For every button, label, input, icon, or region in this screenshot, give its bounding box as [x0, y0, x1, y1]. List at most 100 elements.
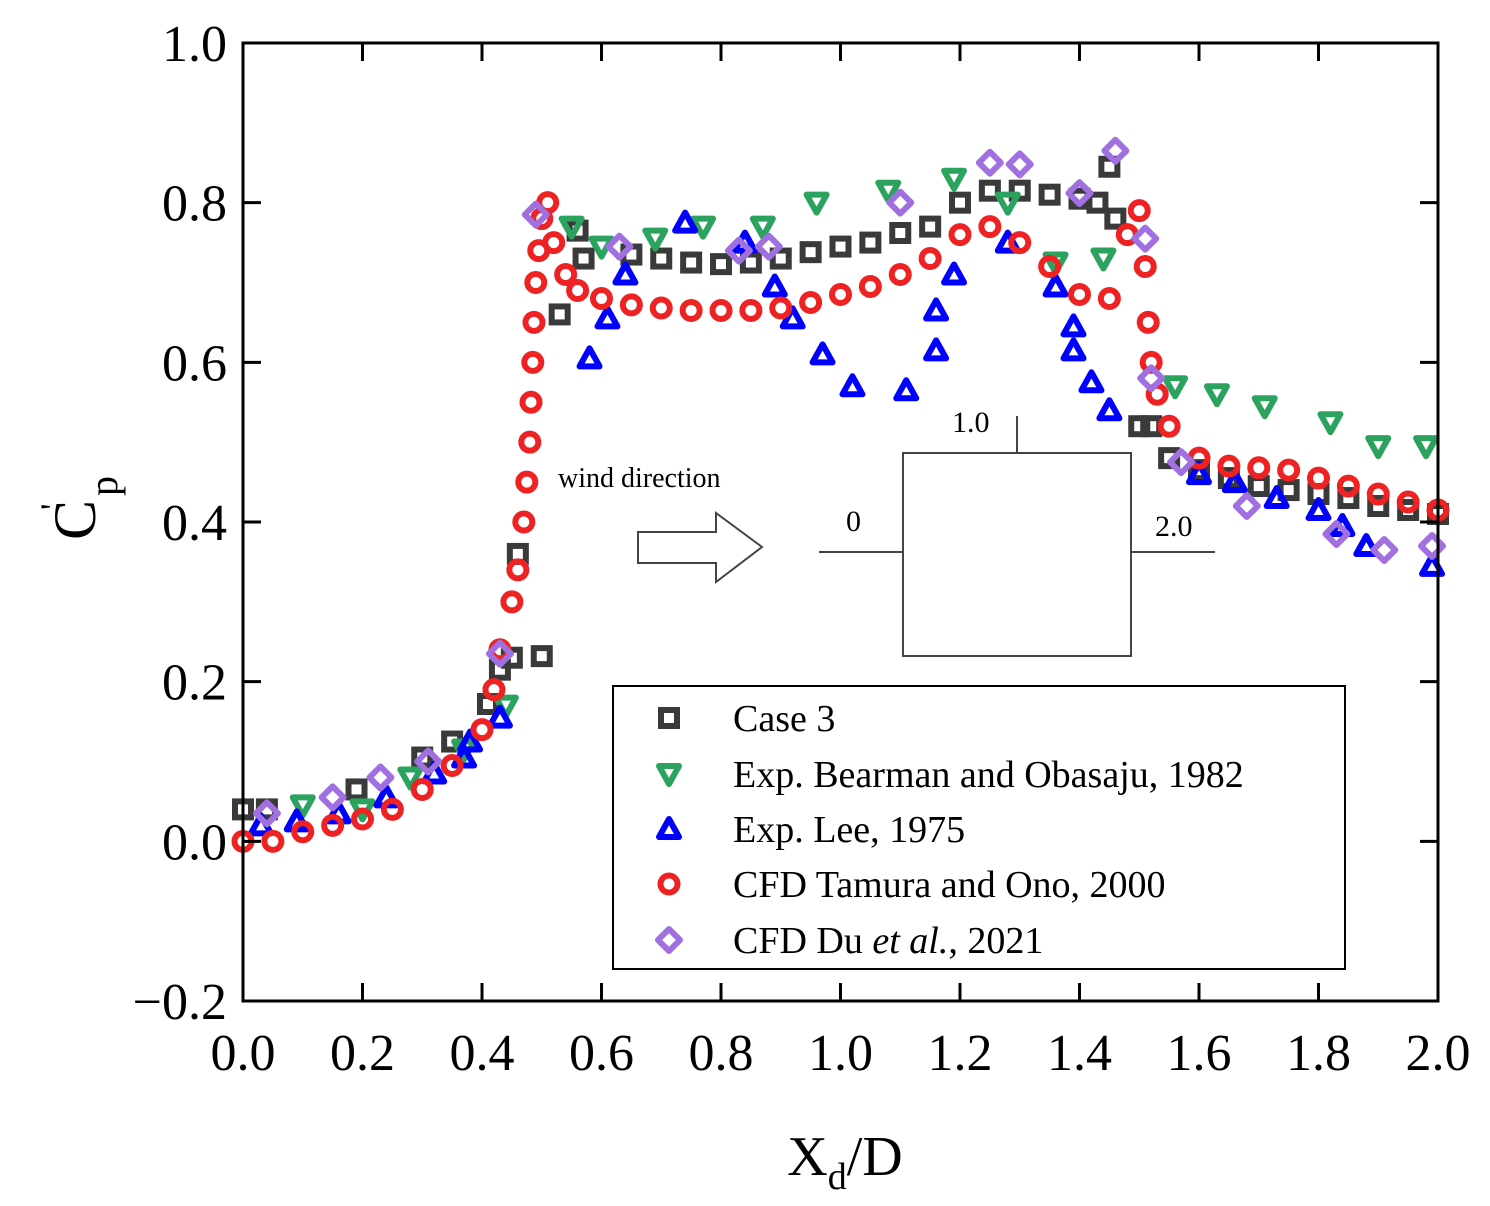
data-point-triangle-down — [690, 215, 717, 240]
data-point-triangle-up — [486, 704, 513, 729]
data-point-triangle-up — [672, 209, 699, 234]
data-point-circle — [515, 470, 539, 494]
data-point-diamond — [1137, 364, 1166, 393]
data-point-square — [530, 645, 553, 668]
data-point-circle — [1157, 414, 1181, 438]
x-tick-label: 2.0 — [1406, 1025, 1471, 1082]
data-point-triangle-up — [779, 305, 806, 330]
data-point-triangle-up — [612, 261, 639, 286]
data-point-circle — [858, 274, 882, 298]
data-point-circle — [321, 813, 345, 837]
y-axis-label-sup: ' — [33, 504, 73, 511]
data-point-circle — [590, 286, 613, 310]
axis-ticks: 0.0 0.2 0.4 0.6 0.8 1.0 1.2 1.4 1.6 1.8 2.0−0.20.0… — [133, 16, 1471, 1082]
data-point-circle — [1277, 458, 1301, 482]
data-point-circle — [1396, 490, 1420, 514]
y-tick-label: 0.8 — [162, 176, 227, 233]
x-axis-label-main: X — [787, 1126, 827, 1188]
x-tick-label: 0.8 — [689, 1025, 754, 1082]
data-point-circle — [739, 298, 763, 322]
data-point-diamond — [1322, 519, 1351, 548]
data-point-circle — [522, 310, 546, 334]
data-point-square — [1128, 415, 1151, 438]
x-axis-label: Xd/D — [787, 1126, 902, 1198]
data-point-circle — [1136, 310, 1160, 334]
x-tick-label: 1.2 — [928, 1025, 993, 1082]
data-point-triangle-down — [1365, 435, 1392, 460]
data-point-square — [345, 778, 368, 801]
legend-frame — [612, 685, 1346, 970]
data-point-triangle-down — [558, 215, 585, 240]
data-point-triangle-down — [397, 766, 424, 791]
data-point-triangle-up — [576, 345, 603, 370]
x-tick-label: 1.8 — [1286, 1025, 1351, 1082]
data-point-triangle-up — [761, 273, 788, 298]
data-point-circle — [506, 558, 530, 582]
data-point-circle — [1038, 255, 1062, 279]
data-point-circle — [1307, 466, 1330, 490]
legend-label-case3: Case 3 — [733, 698, 835, 740]
data-point-triangle-down — [1317, 411, 1344, 436]
data-point-triangle-down — [749, 215, 776, 240]
data-point-circle — [769, 296, 793, 320]
data-point-circle — [1068, 282, 1091, 306]
legend: Case 3 Exp. Bearman and Obasaju, 1982 Ex… — [612, 685, 1346, 970]
legend-marker-diamond — [655, 926, 683, 954]
data-point-triangle-up — [1078, 369, 1105, 394]
data-point-triangle-up — [457, 728, 484, 753]
data-point-triangle-down — [289, 794, 316, 819]
data-point-circle — [470, 718, 494, 742]
data-point-square — [572, 247, 595, 270]
data-point-circle — [649, 296, 673, 320]
data-point-square — [859, 231, 882, 254]
data-point-circle — [1097, 286, 1121, 310]
inset-schematic: wind direction 0 1.0 2.0 — [558, 406, 1215, 657]
square-cylinder-outline — [902, 452, 1132, 657]
data-point-triangle-up — [1060, 337, 1087, 362]
y-tick-label: −0.2 — [133, 974, 227, 1031]
data-point-triangle-up — [1353, 532, 1380, 557]
data-point-circle — [440, 753, 464, 777]
data-point-diamond — [1065, 179, 1094, 208]
data-point-circle — [918, 247, 942, 271]
data-point-circle — [799, 290, 823, 314]
data-point-triangle-up — [1186, 461, 1212, 486]
data-point-circle — [619, 293, 643, 317]
data-point-square — [978, 179, 1001, 202]
data-point-triangle-down — [1203, 383, 1230, 408]
data-point-square — [1367, 495, 1390, 518]
data-point-square — [650, 247, 673, 270]
data-point-triangle-up — [1305, 497, 1332, 522]
x-tick-label: 1.4 — [1047, 1025, 1112, 1082]
data-point-triangle-up — [839, 373, 866, 398]
svg-text:C: C — [42, 500, 108, 540]
data-point-diamond — [975, 148, 1004, 177]
data-point-diamond — [252, 799, 281, 828]
y-axis-label-sub: p — [81, 476, 126, 496]
data-point-square — [680, 251, 703, 274]
legend-markers — [655, 707, 683, 954]
data-point-circle — [1127, 199, 1151, 223]
x-axis-label-rest: /D — [847, 1126, 903, 1188]
data-point-circle — [566, 278, 590, 302]
x-tick-label: 0.4 — [450, 1025, 515, 1082]
data-point-square — [889, 222, 912, 245]
data-point-circle — [1133, 255, 1157, 279]
data-point-circle — [542, 231, 566, 255]
inset-label-end: 2.0 — [1155, 510, 1193, 543]
data-point-diamond — [754, 232, 783, 261]
data-point-circle — [351, 807, 374, 831]
legend-label-tamura: CFD Tamura and Ono, 2000 — [733, 864, 1166, 906]
data-point-circle — [482, 678, 506, 702]
x-tick-label: 0.6 — [569, 1025, 634, 1082]
data-point-triangle-up — [594, 305, 621, 330]
data-point-circle — [978, 215, 1002, 239]
data-point-circle — [888, 263, 912, 287]
data-point-triangle-up — [809, 341, 836, 366]
data-point-circle — [948, 223, 972, 247]
x-tick-label: 1.0 — [808, 1025, 873, 1082]
data-point-circle — [518, 430, 542, 454]
data-point-diamond — [1101, 136, 1130, 165]
